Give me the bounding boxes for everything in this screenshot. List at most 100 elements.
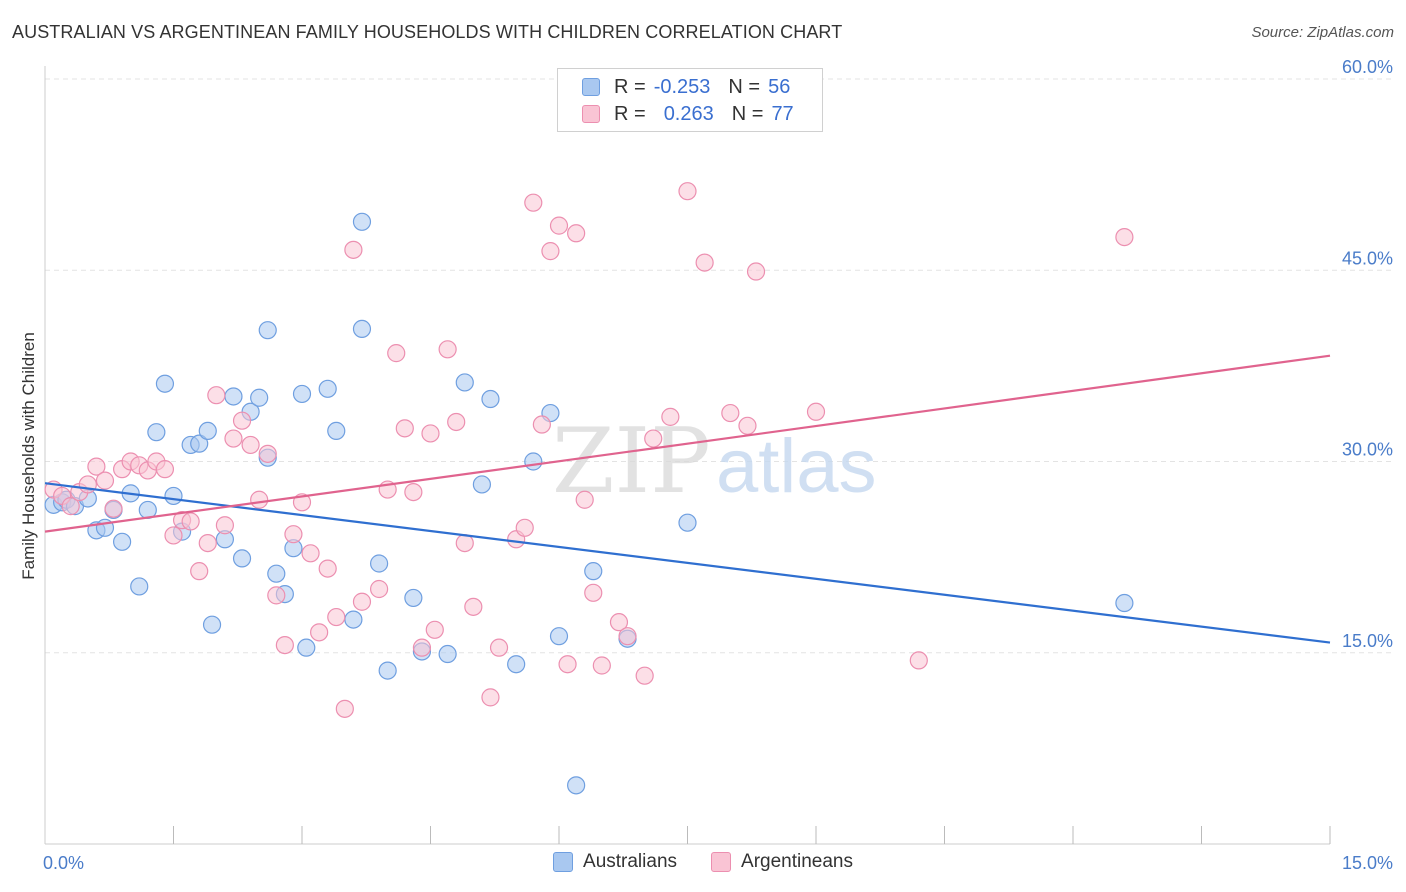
point-australians — [318, 379, 337, 398]
legend-n-label: N = — [728, 75, 761, 98]
point-australians — [147, 423, 166, 442]
point-australians — [678, 513, 697, 532]
point-argentineans — [61, 497, 80, 516]
point-argentineans — [532, 415, 551, 434]
point-argentineans — [1115, 228, 1134, 247]
point-australians — [232, 549, 252, 568]
point-australians — [370, 554, 389, 573]
point-argentineans — [618, 627, 637, 646]
point-argentineans — [678, 182, 697, 201]
point-argentineans — [421, 424, 440, 443]
point-argentineans — [524, 193, 543, 212]
x-tick-label: 15.0% — [1342, 853, 1393, 873]
point-australians — [327, 421, 346, 440]
point-argentineans — [558, 655, 577, 674]
series-swatch-australians — [553, 852, 574, 872]
point-argentineans — [806, 402, 826, 421]
point-argentineans — [155, 460, 175, 479]
point-australians — [549, 627, 569, 646]
correlation-legend: R = -0.253 N = 56 R = 0.263 N = 77 — [557, 68, 823, 132]
trend-line-australians — [44, 482, 1331, 644]
point-argentineans — [258, 444, 277, 463]
point-argentineans — [438, 340, 457, 359]
point-argentineans — [404, 483, 423, 502]
series-legend: Australians Argentineans — [0, 851, 1406, 873]
point-australians — [481, 389, 500, 409]
series-label: Australians — [583, 851, 678, 872]
point-argentineans — [352, 592, 372, 611]
point-argentineans — [481, 688, 500, 707]
point-argentineans — [335, 699, 354, 718]
source-label: Source: ZipAtlas.com — [1251, 24, 1394, 41]
point-argentineans — [301, 544, 320, 563]
point-argentineans — [275, 635, 294, 655]
point-australians — [267, 564, 286, 583]
point-argentineans — [232, 411, 252, 430]
point-argentineans — [412, 638, 432, 657]
legend-swatch-australians — [582, 78, 600, 96]
point-argentineans — [78, 475, 97, 494]
point-argentineans — [909, 651, 928, 670]
point-argentineans — [609, 613, 629, 632]
chart-title: AUSTRALIAN VS ARGENTINEAN FAMILY HOUSEHO… — [12, 22, 843, 42]
trend-line-argentineans — [44, 354, 1331, 533]
point-argentineans — [455, 533, 474, 553]
y-tick-label: 45.0% — [1342, 248, 1393, 268]
point-australians — [507, 655, 526, 674]
point-argentineans — [327, 607, 346, 627]
point-australians — [1115, 593, 1134, 613]
point-argentineans — [198, 533, 217, 553]
y-axis-label: Family Households with Children — [19, 332, 38, 580]
axes — [44, 66, 1331, 845]
point-argentineans — [387, 344, 406, 363]
point-australians — [455, 373, 474, 392]
trend-lines — [44, 354, 1331, 644]
point-australians — [524, 452, 543, 471]
point-argentineans — [721, 403, 740, 423]
y-tick-label: 30.0% — [1342, 440, 1393, 460]
point-australians — [250, 388, 269, 407]
watermark-atlas: atlas — [716, 424, 877, 509]
point-australians — [190, 434, 209, 453]
point-australians — [224, 387, 243, 406]
legend-r-value: -0.253 — [653, 75, 711, 98]
point-australians — [352, 319, 372, 338]
point-argentineans — [164, 526, 183, 545]
point-argentineans — [447, 412, 466, 432]
point-australians — [352, 212, 372, 231]
point-argentineans — [207, 386, 226, 405]
point-argentineans — [541, 242, 560, 261]
point-argentineans — [695, 253, 714, 272]
point-australians — [155, 374, 175, 393]
point-argentineans — [644, 429, 663, 448]
point-australians — [258, 321, 277, 340]
point-australians — [112, 532, 132, 551]
point-argentineans — [489, 638, 509, 657]
point-australians — [472, 475, 491, 494]
point-argentineans — [584, 583, 603, 602]
series-label: Argentineans — [741, 851, 853, 872]
legend-n-value: 77 — [771, 102, 794, 125]
point-argentineans — [738, 416, 757, 435]
point-argentineans — [425, 620, 444, 639]
series-legend-argentineans[interactable]: Argentineans — [711, 851, 853, 873]
point-argentineans — [344, 240, 363, 259]
point-australians — [130, 577, 149, 596]
legend-n-label: N = — [731, 102, 764, 125]
point-argentineans — [267, 586, 286, 605]
point-australians — [344, 610, 363, 629]
y-tick-label: 15.0% — [1342, 631, 1393, 651]
tick-labels: 15.0% 30.0% 45.0% 60.0% 0.0% 15.0% — [43, 57, 1393, 873]
x-tick-label: 0.0% — [43, 853, 84, 873]
legend-r-value: 0.263 — [663, 102, 714, 125]
point-australians — [438, 644, 457, 664]
series-legend-australians[interactable]: Australians — [553, 851, 677, 873]
point-australians — [584, 562, 603, 581]
y-tick-label: 60.0% — [1342, 57, 1393, 77]
point-argentineans — [190, 562, 209, 581]
legend-row-australians: R = -0.253 N = 56 — [582, 74, 790, 100]
point-australians — [164, 486, 183, 506]
point-argentineans — [241, 435, 260, 455]
point-argentineans — [215, 516, 234, 535]
